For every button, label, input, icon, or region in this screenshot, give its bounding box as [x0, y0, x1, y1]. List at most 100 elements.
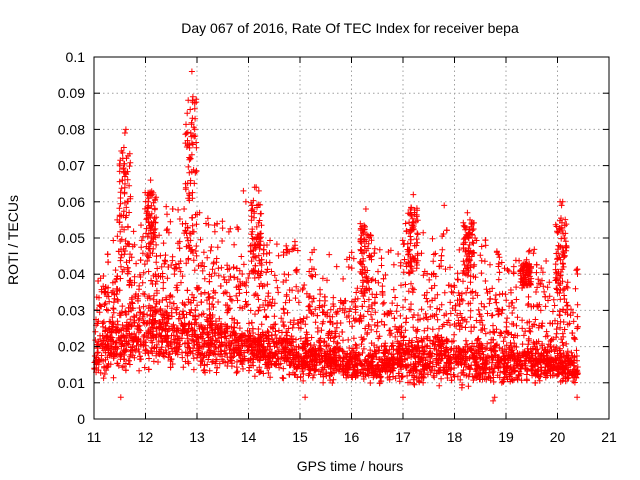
data-point: [288, 333, 295, 340]
data-point: [275, 252, 282, 259]
data-point: [485, 373, 492, 380]
data-point: [507, 339, 514, 346]
data-point: [247, 355, 254, 362]
data-point: [539, 345, 546, 351]
data-point: [365, 279, 372, 286]
data-point: [117, 238, 124, 244]
data-point: [191, 126, 198, 133]
data-point: [280, 249, 287, 256]
data-point: [557, 318, 564, 325]
data-point: [249, 235, 256, 242]
data-point: [125, 357, 132, 364]
data-point: [302, 394, 309, 401]
data-point: [309, 273, 316, 280]
data-point: [218, 334, 225, 341]
data-point: [483, 369, 490, 376]
data-point: [526, 247, 533, 254]
data-point: [410, 191, 417, 198]
data-point: [537, 307, 544, 314]
data-point: [369, 276, 376, 283]
data-point: [325, 330, 332, 337]
data-point: [125, 241, 132, 248]
data-point: [149, 238, 156, 245]
data-point: [556, 312, 563, 318]
data-point: [148, 277, 155, 284]
data-point: [429, 235, 436, 242]
data-point: [241, 303, 248, 310]
data-point: [395, 251, 402, 257]
data-point: [468, 253, 475, 260]
data-point: [475, 306, 482, 313]
data-point: [427, 303, 434, 310]
data-point: [539, 323, 546, 330]
data-point: [95, 349, 102, 356]
data-point: [536, 322, 543, 329]
data-point: [570, 378, 577, 385]
data-point: [350, 315, 357, 322]
data-point: [186, 156, 193, 163]
data-point: [183, 260, 190, 267]
data-point: [479, 326, 486, 333]
data-point: [155, 324, 162, 331]
data-point: [370, 374, 377, 381]
data-point: [271, 272, 278, 279]
data-point: [554, 270, 560, 277]
data-point: [143, 251, 150, 258]
data-point: [400, 349, 407, 356]
data-point: [251, 373, 258, 380]
data-point: [548, 336, 555, 343]
data-point: [190, 166, 197, 173]
data-point: [368, 326, 375, 333]
data-point: [107, 329, 113, 336]
data-point: [413, 259, 420, 266]
data-point: [574, 266, 581, 273]
data-point: [175, 260, 182, 267]
data-point: [180, 364, 187, 371]
data-point: [438, 301, 445, 308]
data-point: [371, 322, 378, 328]
data-point: [513, 296, 520, 303]
data-point: [116, 168, 123, 175]
data-point: [262, 297, 269, 304]
data-point: [358, 247, 365, 254]
data-point: [214, 364, 221, 371]
data-point: [524, 261, 531, 268]
data-point: [259, 329, 266, 336]
data-point: [211, 228, 218, 235]
data-point: [524, 302, 531, 309]
data-point: [369, 316, 376, 323]
data-point: [560, 342, 567, 349]
data-point: [536, 280, 542, 287]
data-point: [280, 319, 286, 325]
data-point: [209, 314, 216, 320]
data-point: [207, 247, 214, 254]
data-point: [178, 279, 184, 286]
data-point: [120, 356, 127, 363]
data-point: [533, 289, 539, 295]
data-point: [191, 180, 198, 187]
data-point: [454, 297, 461, 304]
data-point: [484, 290, 491, 296]
data-point: [358, 341, 365, 348]
data-point: [254, 292, 261, 299]
data-point: [419, 345, 426, 351]
data-point: [126, 330, 133, 337]
x-tick-label: 15: [292, 429, 308, 445]
data-point: [414, 217, 421, 224]
data-point: [431, 282, 438, 289]
data-point: [266, 259, 273, 266]
data-point: [147, 250, 154, 256]
data-point: [190, 294, 197, 301]
data-point: [356, 317, 363, 324]
data-point: [574, 313, 581, 320]
data-point: [185, 195, 192, 202]
data-point: [310, 311, 317, 317]
data-point: [466, 365, 473, 372]
data-point: [506, 373, 513, 380]
data-point: [495, 276, 502, 283]
data-point: [141, 364, 148, 371]
data-point: [436, 342, 443, 349]
data-point: [149, 316, 156, 323]
data-point: [471, 261, 478, 268]
data-point: [557, 324, 564, 331]
